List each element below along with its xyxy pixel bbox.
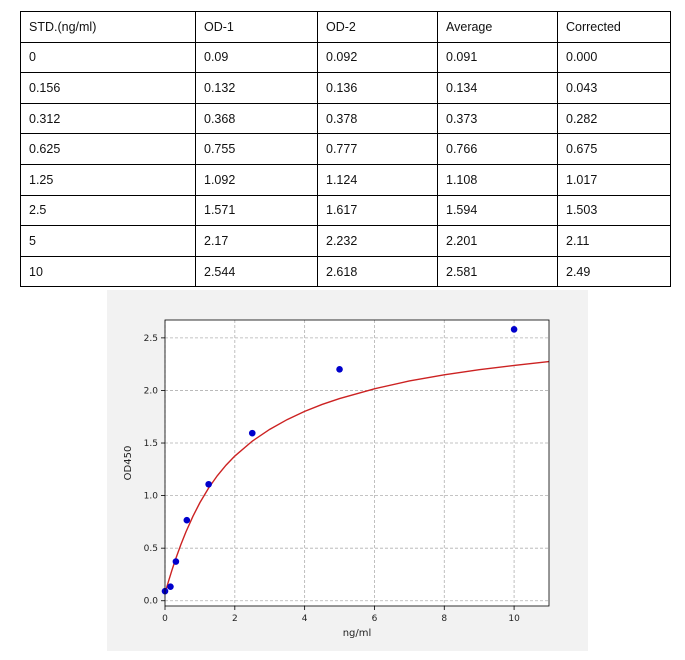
data-point [336,366,343,373]
header-od1: OD-1 [195,11,318,43]
data-point [183,516,191,524]
cell-od2: 2.232 [317,225,438,257]
cell-corrected: 2.11 [557,225,671,257]
table-row: 5 2.17 2.232 2.201 2.11 [20,225,671,257]
cell-std: 2.5 [20,194,196,227]
x-axis-label: ng/ml [343,628,372,639]
fit-curve-line [164,360,550,594]
cell-od1: 2.17 [195,225,318,257]
plot-frame [164,319,550,607]
cell-corrected: 0.675 [557,133,671,165]
cell-corrected: 0.043 [557,72,671,104]
standard-curve-chart: 0 2 4 6 8 10 0.0 0.5 1.0 1.5 2.0 2.5 ng/ml OD450 [107,290,588,651]
table-row: 0.312 0.368 0.378 0.373 0.282 [20,102,671,135]
x-tick-label: 0 [162,614,168,624]
table-row: 2.5 1.571 1.617 1.594 1.503 [20,194,671,227]
y-axis-label: OD450 [123,446,134,481]
cell-std: 0.625 [20,133,196,165]
y-tick-label: 0.0 [144,597,159,607]
cell-od2: 0.136 [317,72,438,104]
cell-std: 5 [20,225,196,257]
y-tick-label: 2.5 [144,334,158,344]
cell-average: 0.134 [437,72,558,104]
plot-area [165,320,549,606]
cell-od1: 0.09 [195,41,318,74]
cell-od1: 1.092 [195,163,318,196]
standard-curve-table: STD.(ng/ml) OD-1 OD-2 Average Corrected … [20,11,671,288]
cell-std: 1.25 [20,163,196,196]
cell-od2: 0.777 [317,133,438,165]
cell-od2: 1.124 [317,163,438,196]
cell-average: 0.373 [437,102,558,135]
axis-ticks: 0 2 4 6 8 10 0.0 0.5 1.0 1.5 2.0 2.5 [144,334,520,624]
x-tick-label: 2 [232,614,238,624]
cell-std: 0.312 [20,102,196,135]
cell-od2: 2.618 [317,255,438,288]
table-row: 0 0.09 0.092 0.091 0.000 [20,41,671,74]
cell-od2: 1.617 [317,194,438,227]
header-std: STD.(ng/ml) [20,11,196,43]
y-tick-label: 1.0 [144,492,159,502]
cell-std: 0.156 [20,72,196,104]
cell-corrected: 2.49 [557,255,671,288]
data-points [161,326,518,595]
header-average: Average [437,11,558,43]
cell-average: 0.091 [437,41,558,74]
y-tick-label: 1.5 [144,439,158,449]
cell-od2: 0.378 [317,102,438,135]
y-tick-label: 0.5 [144,544,158,554]
table-header-row: STD.(ng/ml) OD-1 OD-2 Average Corrected [20,11,671,43]
cell-od1: 0.368 [195,102,318,135]
cell-od1: 1.571 [195,194,318,227]
cell-average: 2.201 [437,225,558,257]
cell-average: 0.766 [437,133,558,165]
cell-average: 2.581 [437,255,558,288]
cell-average: 1.594 [437,194,558,227]
cell-od1: 2.544 [195,255,318,288]
grid-lines [164,320,549,606]
cell-corrected: 1.017 [557,163,671,196]
cell-od1: 0.132 [195,72,318,104]
y-tick-label: 2.0 [144,386,159,396]
table-row: 10 2.544 2.618 2.581 2.49 [20,255,671,288]
x-tick-label: 10 [508,614,520,624]
data-point [248,429,256,437]
table-row: 0.156 0.132 0.136 0.134 0.043 [20,72,671,104]
data-point [510,326,518,333]
data-point [205,480,212,488]
cell-average: 1.108 [437,163,558,196]
cell-std: 10 [20,255,196,288]
cell-std: 0 [20,41,196,74]
cell-od2: 0.092 [317,41,438,74]
x-tick-label: 6 [372,614,378,624]
header-od2: OD-2 [317,11,438,43]
data-point [167,583,174,590]
chart-svg: 0 2 4 6 8 10 0.0 0.5 1.0 1.5 2.0 2.5 ng/ml OD450 [123,319,550,639]
data-point [172,558,180,565]
cell-corrected: 0.000 [557,41,671,74]
cell-corrected: 0.282 [557,102,671,135]
cell-corrected: 1.503 [557,194,671,227]
table-row: 0.625 0.755 0.777 0.766 0.675 [20,133,671,165]
table-row: 1.25 1.092 1.124 1.108 1.017 [20,163,671,196]
cell-od1: 0.755 [195,133,318,165]
header-corrected: Corrected [557,11,671,43]
x-tick-label: 4 [302,614,308,624]
x-tick-label: 8 [441,614,447,624]
